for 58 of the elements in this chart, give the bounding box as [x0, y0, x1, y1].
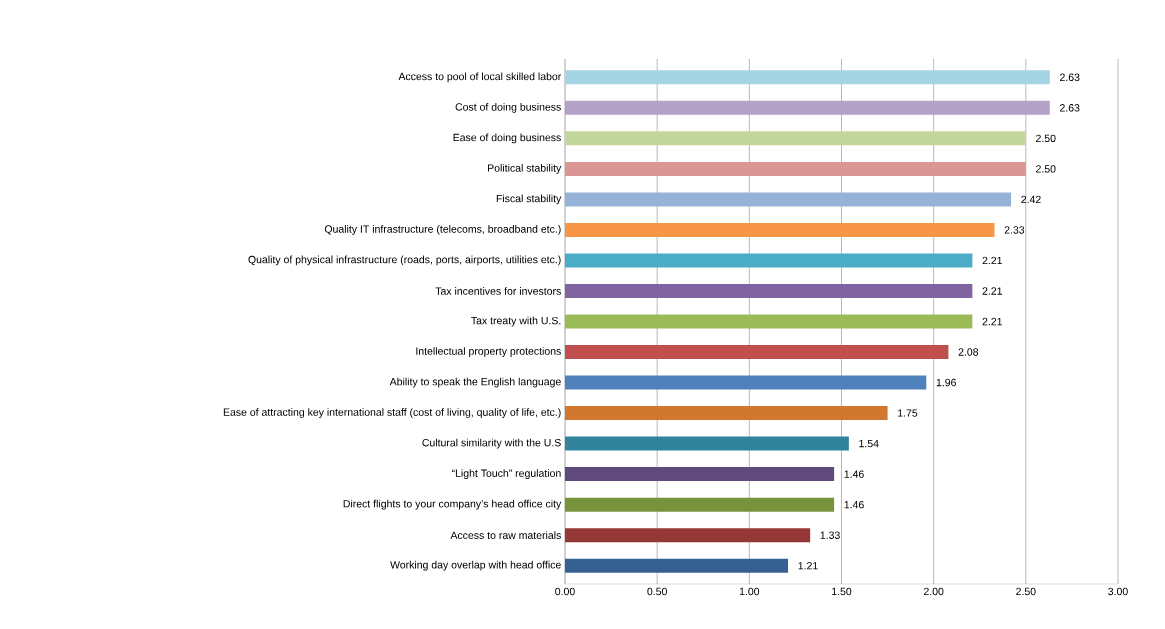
- y-tick-label: Access to raw materials: [450, 531, 561, 540]
- bar: [565, 345, 949, 360]
- x-tick-label: 0.00: [555, 587, 575, 596]
- bar: [565, 314, 973, 329]
- data-label: 1.21: [798, 562, 818, 570]
- bar: [565, 436, 849, 451]
- y-tick-label: Ease of attracting key international staff (cost of living, quality of life, etc.): [223, 408, 561, 418]
- data-label: 2.50: [1036, 165, 1056, 173]
- y-tick-label: Quality of physical infrastructure (roads, ports, airports, utilities etc.): [248, 255, 561, 266]
- data-label: 1.96: [936, 378, 956, 387]
- bar: [565, 375, 927, 390]
- data-label: 1.33: [820, 531, 840, 539]
- data-label: 1.46: [844, 470, 864, 478]
- bar: [565, 558, 789, 573]
- y-tick-label: Ease of doing business: [453, 133, 561, 144]
- x-tick-label: 2.00: [923, 587, 944, 596]
- y-tick-label: Political stability: [488, 163, 562, 174]
- bar: [565, 70, 1050, 85]
- y-tick-label: Cost of doing business: [455, 102, 561, 113]
- x-tick-label: 1.50: [832, 587, 852, 596]
- data-label: 2.63: [1060, 73, 1080, 82]
- y-tick-label: Direct flights to your company’s head office city: [343, 499, 562, 510]
- bar: [565, 253, 973, 268]
- y-tick-label: Tax incentives for investors: [435, 287, 561, 295]
- data-label: 2.21: [982, 256, 1002, 265]
- y-tick-label: Ability to speak the English language: [389, 377, 561, 388]
- y-tick-label: Tax treaty with U.S.: [471, 316, 561, 327]
- y-tick-label: Intellectual property protections: [416, 347, 561, 357]
- y-tick-label: Access to pool of local skilled labor: [398, 72, 562, 83]
- data-label: 1.54: [859, 439, 879, 448]
- data-label: 2.21: [982, 317, 1002, 326]
- data-label: 2.42: [1021, 195, 1041, 204]
- bar: [565, 192, 1012, 207]
- bar: [565, 283, 973, 298]
- data-label: 2.21: [982, 287, 1002, 295]
- bar: [565, 528, 811, 543]
- data-label: 2.33: [1004, 226, 1025, 234]
- data-label: 1.46: [844, 500, 864, 509]
- data-label: 1.75: [898, 409, 918, 417]
- y-tick-label: Quality IT infrastructure (telecoms, broadband etc.): [324, 225, 561, 235]
- bar: [565, 100, 1050, 115]
- y-tick-label: Cultural similarity with the U.S: [422, 438, 561, 449]
- bar: [565, 467, 835, 482]
- x-tick-label: 3.00: [1108, 587, 1128, 596]
- y-tick-label: Working day overlap with head office: [390, 560, 561, 571]
- x-tick-label: 0.50: [647, 587, 667, 596]
- y-tick-label: Fiscal stability: [496, 194, 562, 205]
- data-label: 2.63: [1060, 104, 1080, 112]
- bar: [565, 497, 835, 512]
- x-tick-label: 2.50: [1016, 587, 1036, 596]
- bar: [565, 222, 995, 237]
- data-label: 2.50: [1036, 134, 1056, 143]
- bar: [565, 131, 1026, 146]
- y-tick-label: “Light Touch” regulation: [451, 469, 561, 479]
- x-tick-label: 1.00: [739, 587, 760, 596]
- bar: [565, 161, 1026, 176]
- data-label: 2.08: [958, 348, 979, 356]
- bar: [565, 406, 888, 421]
